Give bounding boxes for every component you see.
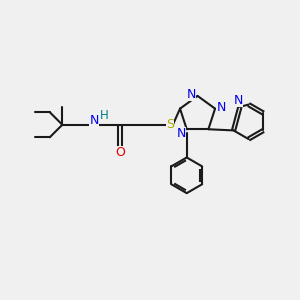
Text: S: S [166, 118, 174, 131]
Text: N: N [187, 88, 196, 101]
Text: N: N [234, 94, 243, 107]
Text: N: N [89, 114, 99, 128]
Text: O: O [115, 146, 125, 159]
Text: N: N [177, 127, 186, 140]
Text: H: H [100, 109, 109, 122]
Text: N: N [216, 101, 226, 114]
